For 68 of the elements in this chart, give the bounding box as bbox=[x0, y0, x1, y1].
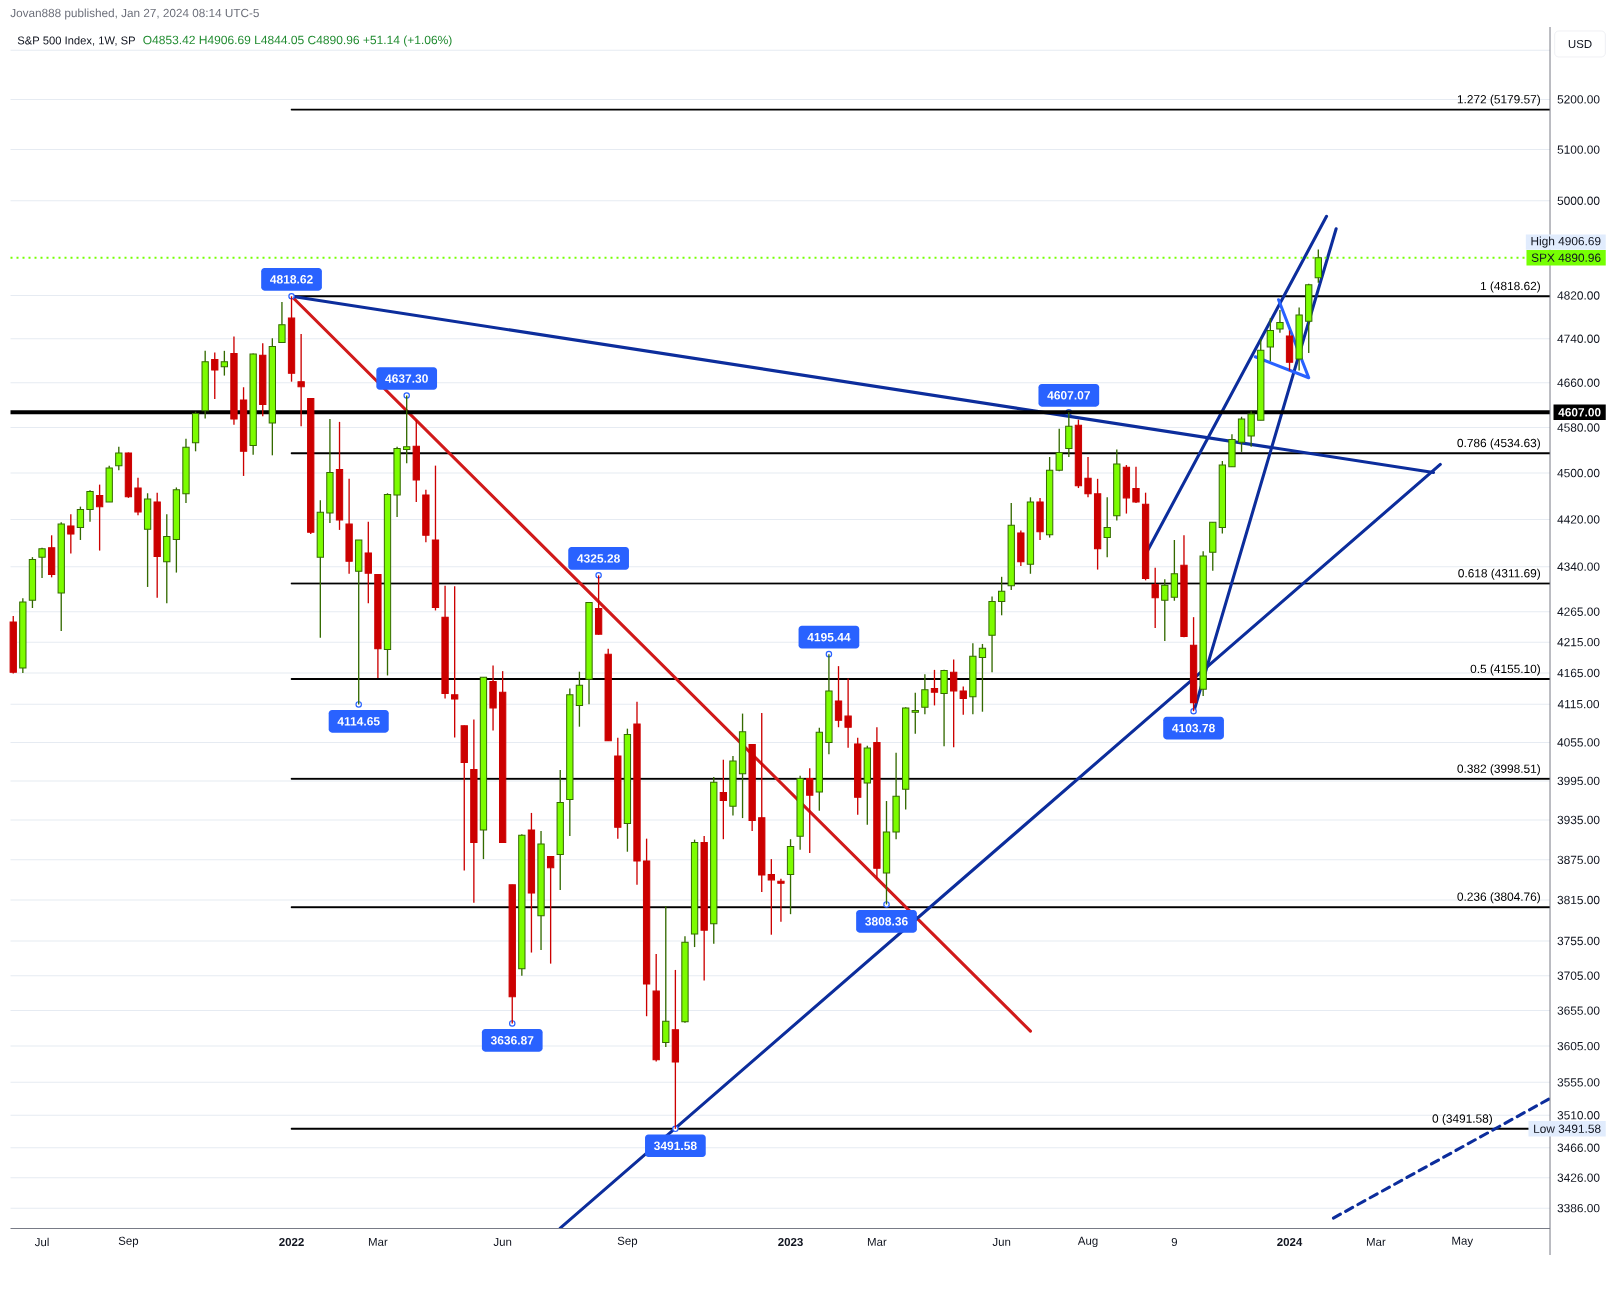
y-tick-label: 4215.00 bbox=[1557, 637, 1600, 647]
x-tick-label: Jun bbox=[992, 1237, 1011, 1246]
x-tick-label: 9 bbox=[1171, 1237, 1178, 1247]
annotation: 3491.58 bbox=[653, 1141, 697, 1151]
y-tick-label: 4420.00 bbox=[1557, 515, 1600, 524]
text: S&P 500 Index, 1W, SP bbox=[17, 36, 135, 46]
y-tick-label: 3426.00 bbox=[1557, 1173, 1600, 1182]
annotation: 4637.30 bbox=[385, 374, 428, 383]
y-tick-label: 3605.00 bbox=[1557, 1041, 1600, 1051]
y-tick-label: 3466.00 bbox=[1557, 1143, 1600, 1152]
x-tick-label: Mar bbox=[867, 1237, 887, 1246]
x-tick-label: Mar bbox=[1366, 1237, 1386, 1246]
y-tick-label: 5200.00 bbox=[1557, 95, 1600, 104]
series-label: 1 (4818.62) bbox=[1480, 281, 1540, 293]
x-tick-label: 2024 bbox=[1277, 1237, 1303, 1247]
y-tick-label: 3510.00 bbox=[1557, 1111, 1600, 1120]
y-tick-label: 4115.00 bbox=[1557, 699, 1600, 709]
annotation: 4195.44 bbox=[807, 632, 851, 642]
x-tick-label: Jun bbox=[493, 1237, 512, 1246]
text: O4853.42 H4906.69 L4844.05 C4890.96 +51.14 (+1.06%) bbox=[143, 35, 452, 47]
series-label: 0.786 (4534.63) bbox=[1457, 438, 1540, 450]
y-tick-label: 3755.00 bbox=[1557, 936, 1600, 946]
y-tick-label: 4055.00 bbox=[1557, 738, 1600, 747]
series-label: 1.272 (5179.57) bbox=[1457, 94, 1540, 106]
annotation: 4103.78 bbox=[1172, 723, 1215, 733]
y-tick-label: 3995.00 bbox=[1557, 776, 1600, 786]
series-label: 0.5 (4155.10) bbox=[1470, 664, 1540, 676]
series-label: 0.236 (3804.76) bbox=[1457, 892, 1540, 904]
x-tick-label: Sep bbox=[617, 1236, 638, 1248]
y-axis-title: USD bbox=[1568, 39, 1592, 49]
series-label: 0.618 (4311.69) bbox=[1458, 568, 1540, 580]
annotation: 3808.36 bbox=[865, 917, 908, 926]
y-tick-label: 4500.00 bbox=[1557, 468, 1600, 478]
y-tick-label: 3935.00 bbox=[1557, 815, 1600, 825]
annotation: 3636.87 bbox=[490, 1036, 534, 1045]
y-tick-label: 4340.00 bbox=[1557, 562, 1600, 571]
x-tick-label: Jul bbox=[34, 1237, 49, 1247]
annotation: 4818.62 bbox=[270, 275, 313, 284]
y-tick-label: 3386.00 bbox=[1557, 1203, 1600, 1213]
y-tick-label: 4580.00 bbox=[1557, 423, 1600, 432]
series-label: 0 (3491.58) bbox=[1432, 1114, 1492, 1126]
x-tick-label: Aug bbox=[1077, 1236, 1098, 1248]
y-tick-label: 3705.00 bbox=[1557, 971, 1600, 980]
x-tick-label: Sep bbox=[118, 1236, 139, 1248]
x-tick-label: 2022 bbox=[279, 1237, 304, 1247]
text: Jovan888 published, Jan 27, 2024 08:14 UTC-5 bbox=[10, 8, 259, 20]
x-tick-label: 2023 bbox=[778, 1237, 803, 1247]
annotation: Low 3491.58 bbox=[1534, 1124, 1601, 1133]
ref-line-label: 4607.00 bbox=[1558, 408, 1601, 417]
y-tick-label: 5100.00 bbox=[1557, 145, 1600, 154]
ref-line-label: SPX 4890.96 bbox=[1531, 253, 1601, 262]
annotation: 4325.28 bbox=[577, 554, 620, 563]
annotation: 4607.07 bbox=[1047, 391, 1090, 400]
y-tick-label: 4660.00 bbox=[1557, 378, 1600, 387]
y-tick-label: 5000.00 bbox=[1557, 196, 1600, 205]
series-label: 0.382 (3998.51) bbox=[1457, 764, 1540, 776]
y-tick-label: 3875.00 bbox=[1557, 855, 1600, 865]
x-tick-label: Mar bbox=[368, 1237, 388, 1246]
annotation: High 4906.69 bbox=[1531, 236, 1601, 248]
x-tick-label: May bbox=[1452, 1236, 1474, 1248]
y-tick-label: 4820.00 bbox=[1557, 291, 1600, 300]
y-tick-label: 3555.00 bbox=[1557, 1078, 1600, 1087]
y-tick-label: 3815.00 bbox=[1557, 895, 1600, 905]
y-tick-label: 3655.00 bbox=[1557, 1006, 1600, 1015]
y-tick-label: 4265.00 bbox=[1557, 607, 1600, 616]
annotation: 4114.65 bbox=[337, 717, 380, 726]
y-tick-label: 4165.00 bbox=[1557, 668, 1600, 678]
y-tick-label: 4740.00 bbox=[1557, 334, 1600, 343]
